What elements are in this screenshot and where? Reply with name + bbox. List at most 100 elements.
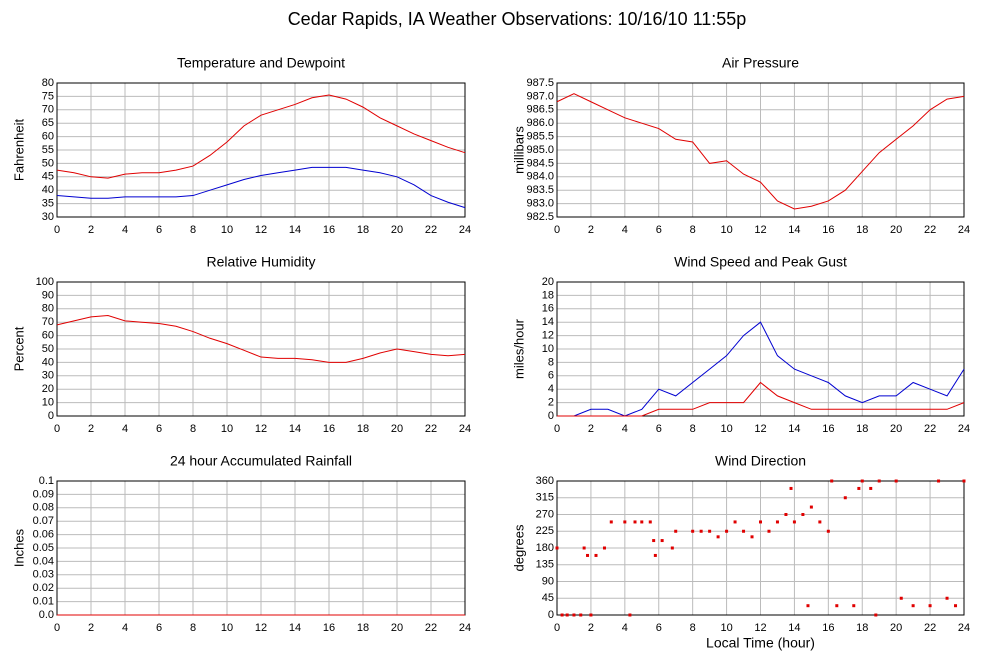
y-tick-label: 80 xyxy=(42,77,54,89)
plot-border xyxy=(556,281,965,417)
x-tick-label: 12 xyxy=(754,224,766,236)
y-tick-label: 16 xyxy=(542,303,554,315)
y-tick-label: 0.04 xyxy=(33,555,54,567)
point xyxy=(602,546,606,550)
point xyxy=(609,520,613,524)
y-tick-label: 0.06 xyxy=(33,529,54,541)
panel-title: Wind Speed and Peak Gust xyxy=(674,254,847,270)
x-tick-label: 22 xyxy=(924,622,936,634)
y-axis-label: Fahrenheit xyxy=(11,119,26,182)
y-tick-label: 986.5 xyxy=(526,104,554,116)
x-tick-label: 20 xyxy=(391,224,403,236)
panel-title: Relative Humidity xyxy=(207,254,316,270)
y-tick-label: 40 xyxy=(42,356,54,368)
y-tick-label: 4 xyxy=(548,383,554,395)
y-tick-label: 65 xyxy=(42,117,54,129)
y-tick-label: 0.01 xyxy=(33,596,54,608)
point xyxy=(708,529,712,533)
point xyxy=(899,596,903,600)
y-tick-label: 20 xyxy=(42,383,54,395)
x-tick-label: 8 xyxy=(190,622,196,634)
y-tick-label: 50 xyxy=(42,343,54,355)
y-axis-label: millibars xyxy=(511,126,526,174)
y-tick-label: 30 xyxy=(42,370,54,382)
point xyxy=(742,529,746,533)
point xyxy=(767,529,771,533)
point xyxy=(835,604,839,608)
point xyxy=(857,486,861,490)
y-tick-label: 987.0 xyxy=(526,90,554,102)
x-tick-label: 2 xyxy=(88,622,94,634)
x-tick-label: 18 xyxy=(357,622,369,634)
point xyxy=(648,520,652,524)
x-tick-label: 24 xyxy=(459,622,471,634)
y-tick-label: 0.0 xyxy=(39,609,54,621)
x-tick-label: 2 xyxy=(88,423,94,435)
x-tick-label: 0 xyxy=(554,423,560,435)
y-tick-label: 35 xyxy=(42,198,54,210)
x-tick-label: 6 xyxy=(656,224,662,236)
point xyxy=(750,535,754,539)
point xyxy=(582,546,586,550)
panel-title: Wind Direction xyxy=(715,453,806,469)
x-axis-label: Local Time (hour) xyxy=(706,635,815,651)
x-tick-label: 10 xyxy=(221,224,233,236)
point xyxy=(894,479,898,483)
y-tick-label: 10 xyxy=(42,397,54,409)
y-tick-label: 45 xyxy=(42,171,54,183)
panel-title: Air Pressure xyxy=(722,55,799,71)
point xyxy=(733,520,737,524)
y-tick-label: 8 xyxy=(548,356,554,368)
x-tick-label: 16 xyxy=(822,423,834,435)
y-tick-label: 90 xyxy=(42,289,54,301)
point xyxy=(806,604,810,608)
y-tick-label: 985.5 xyxy=(526,131,554,143)
x-tick-label: 22 xyxy=(425,423,437,435)
x-tick-label: 2 xyxy=(88,224,94,236)
y-tick-label: 100 xyxy=(36,276,54,288)
y-axis-label: degrees xyxy=(511,524,526,571)
point xyxy=(565,613,569,617)
y-tick-label: 360 xyxy=(536,475,554,487)
y-tick-label: 75 xyxy=(42,90,54,102)
x-tick-label: 18 xyxy=(856,224,868,236)
y-tick-label: 135 xyxy=(536,559,554,571)
y-tick-label: 984.0 xyxy=(526,171,554,183)
x-tick-label: 24 xyxy=(958,622,970,634)
y-tick-label: 0.05 xyxy=(33,542,54,554)
point xyxy=(716,535,720,539)
point xyxy=(759,520,762,524)
y-tick-label: 0.02 xyxy=(33,582,54,594)
y-tick-label: 80 xyxy=(42,303,54,315)
point xyxy=(589,613,593,617)
point xyxy=(843,496,847,500)
y-tick-label: 985.0 xyxy=(526,144,554,156)
x-tick-label: 6 xyxy=(656,423,662,435)
x-tick-label: 0 xyxy=(554,622,560,634)
point xyxy=(572,613,576,617)
x-tick-label: 0 xyxy=(54,423,60,435)
x-tick-label: 10 xyxy=(720,224,732,236)
y-tick-label: 14 xyxy=(542,316,554,328)
x-tick-label: 12 xyxy=(255,224,267,236)
y-tick-label: 30 xyxy=(42,211,54,223)
plot-border xyxy=(56,82,466,218)
y-tick-label: 10 xyxy=(542,343,554,355)
x-tick-label: 12 xyxy=(255,622,267,634)
series-line xyxy=(56,94,466,179)
point xyxy=(579,613,583,617)
point xyxy=(775,520,779,524)
y-tick-label: 50 xyxy=(42,157,54,169)
y-axis-label: Percent xyxy=(11,326,26,371)
y-tick-label: 70 xyxy=(42,104,54,116)
y-tick-label: 0 xyxy=(548,410,554,422)
point xyxy=(869,486,873,490)
x-tick-label: 10 xyxy=(221,622,233,634)
x-tick-label: 20 xyxy=(890,224,902,236)
series-line xyxy=(56,314,466,363)
y-axis-label: miles/hour xyxy=(511,318,526,379)
point xyxy=(789,486,793,490)
y-tick-label: 45 xyxy=(542,592,554,604)
point xyxy=(792,520,796,524)
